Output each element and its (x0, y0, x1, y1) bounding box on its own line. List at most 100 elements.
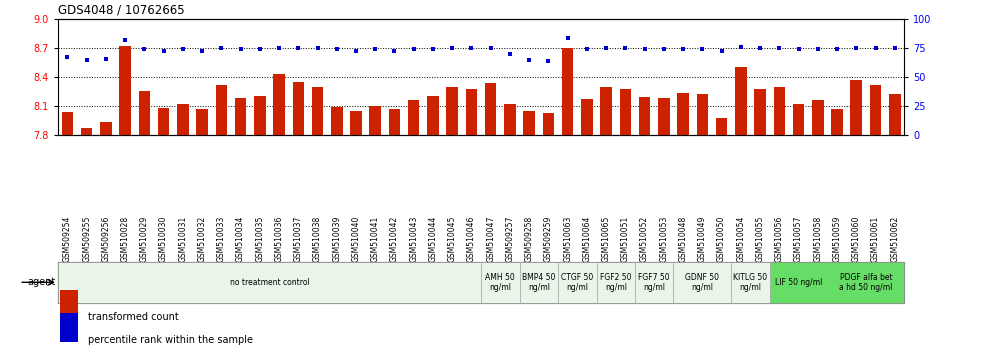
Bar (638, 97, 650, 135)
Point (599, 45, 615, 51)
Point (829, 46, 845, 52)
Bar (581, 99, 593, 135)
Text: GSM509257: GSM509257 (505, 215, 514, 262)
Text: GSM510047: GSM510047 (486, 215, 495, 262)
Bar (731, 262, 770, 303)
Text: GSM510028: GSM510028 (121, 216, 129, 262)
Bar (427, 96, 439, 135)
Point (886, 45, 902, 51)
Text: GSM510052: GSM510052 (640, 215, 649, 262)
Text: no treatment control: no treatment control (229, 278, 310, 287)
Text: PDGF alfa bet
a hd 50 ng/ml: PDGF alfa bet a hd 50 ng/ml (840, 273, 892, 292)
Text: AMH 50
ng/ml: AMH 50 ng/ml (485, 273, 515, 292)
Text: GSM510032: GSM510032 (197, 215, 206, 262)
Text: GSM510030: GSM510030 (159, 215, 168, 262)
Text: GDS4048 / 10762665: GDS4048 / 10762665 (58, 4, 184, 17)
Text: transformed count: transformed count (88, 312, 178, 322)
Bar (273, 74, 285, 135)
Bar (562, 48, 574, 135)
Bar (466, 88, 477, 135)
Text: GSM510042: GSM510042 (390, 215, 399, 262)
Text: GSM510051: GSM510051 (621, 215, 629, 262)
Text: GSM510040: GSM510040 (352, 215, 361, 262)
Text: agent: agent (28, 277, 56, 287)
Bar (351, 110, 362, 135)
Text: GSM510035: GSM510035 (255, 215, 264, 262)
Text: GSM510065: GSM510065 (602, 215, 611, 262)
Bar (388, 109, 400, 135)
Bar (696, 94, 708, 135)
Point (791, 46, 807, 52)
Bar (215, 85, 227, 135)
Bar (58, 262, 481, 303)
Bar (61, 290, 78, 319)
Bar (293, 82, 304, 135)
Point (175, 46, 191, 52)
Point (252, 46, 268, 52)
Point (348, 48, 364, 53)
Point (868, 45, 883, 51)
Bar (331, 107, 343, 135)
Text: GSM510055: GSM510055 (756, 215, 765, 262)
Point (656, 46, 672, 52)
Text: GDNF 50
ng/ml: GDNF 50 ng/ml (685, 273, 719, 292)
Bar (370, 106, 381, 135)
Point (271, 45, 287, 51)
Point (368, 46, 383, 52)
Point (444, 45, 460, 51)
Text: GSM510031: GSM510031 (178, 215, 187, 262)
Bar (485, 83, 496, 135)
Bar (235, 98, 246, 135)
Bar (677, 93, 689, 135)
Bar (408, 100, 419, 135)
Text: GSM510054: GSM510054 (736, 215, 745, 262)
Text: GSM510038: GSM510038 (313, 215, 322, 262)
Point (213, 45, 229, 51)
Text: GSM509255: GSM509255 (82, 215, 91, 262)
Point (60, 55, 76, 60)
Text: GSM510057: GSM510057 (794, 215, 803, 262)
Point (405, 46, 421, 52)
Point (290, 45, 306, 51)
Bar (558, 262, 597, 303)
Bar (100, 122, 112, 135)
Bar (774, 87, 785, 135)
Point (849, 45, 865, 51)
Bar (754, 88, 766, 135)
Text: GSM510044: GSM510044 (428, 215, 437, 262)
Point (483, 45, 499, 51)
Point (521, 57, 537, 63)
Point (502, 51, 518, 57)
Text: GSM510037: GSM510037 (294, 215, 303, 262)
Bar (543, 113, 554, 135)
Text: GSM509256: GSM509256 (102, 215, 111, 262)
Bar (851, 80, 863, 135)
Text: GSM510041: GSM510041 (371, 215, 379, 262)
Point (579, 46, 595, 52)
Text: GSM510043: GSM510043 (409, 215, 418, 262)
Bar (481, 262, 520, 303)
Text: BMP4 50
ng/ml: BMP4 50 ng/ml (522, 273, 556, 292)
Point (675, 46, 691, 52)
Bar (597, 262, 635, 303)
Text: GSM510050: GSM510050 (717, 215, 726, 262)
Point (694, 46, 710, 52)
Bar (61, 313, 78, 342)
Point (329, 46, 345, 52)
Bar (601, 87, 612, 135)
Bar (793, 104, 805, 135)
Point (386, 48, 402, 53)
Text: CTGF 50
ng/ml: CTGF 50 ng/ml (561, 273, 594, 292)
Point (560, 35, 576, 41)
Point (425, 46, 441, 52)
Bar (196, 109, 208, 135)
Point (713, 48, 729, 53)
Point (810, 46, 826, 52)
Point (752, 45, 768, 51)
Bar (81, 128, 93, 135)
Text: percentile rank within the sample: percentile rank within the sample (88, 335, 253, 346)
Text: GSM510039: GSM510039 (333, 215, 342, 262)
Text: GSM510049: GSM510049 (698, 215, 707, 262)
Bar (520, 262, 558, 303)
Point (118, 37, 133, 43)
